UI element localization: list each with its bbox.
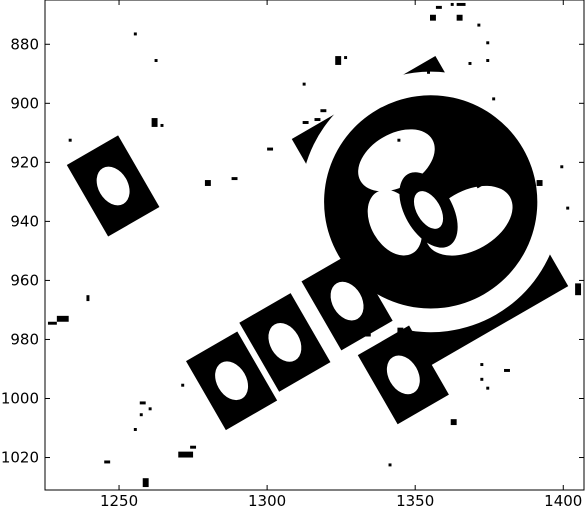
shape-hole (96, 166, 130, 206)
speck-54 (388, 463, 392, 467)
speck-6 (133, 32, 137, 36)
speck-29 (89, 168, 93, 172)
shape-hole (215, 361, 249, 401)
speck-21 (302, 121, 309, 124)
speck-0 (456, 2, 466, 6)
y-tick-label: 900 (10, 94, 39, 112)
speck-14 (302, 82, 306, 86)
x-axis: 1250 1300 1350 1400 (100, 0, 582, 510)
speck-38 (575, 283, 582, 296)
speck-55 (142, 478, 149, 488)
speck-44 (486, 386, 490, 390)
shape-0 (291, 56, 569, 370)
y-tick-label: 920 (10, 153, 39, 171)
speck-4 (430, 14, 436, 21)
speck-37 (47, 321, 57, 325)
shape-1 (66, 135, 160, 237)
y-tick-label: 960 (10, 271, 39, 289)
y-tick-label: 1020 (1, 449, 39, 467)
speck-33 (204, 180, 211, 186)
speck-34 (566, 206, 570, 210)
speck-7 (486, 41, 490, 45)
speck-49 (450, 419, 457, 426)
speck-13 (486, 59, 490, 62)
y-axis: 880 900 920 940 960 980 1000 1020 (1, 35, 584, 467)
shape-3 (239, 293, 331, 392)
plot-frame (44, 0, 585, 491)
shape-hole (330, 281, 364, 321)
x-tick-label: 1400 (544, 492, 582, 509)
x-tick-label: 1250 (100, 492, 138, 509)
speck-35 (86, 295, 90, 302)
speck-39 (397, 327, 404, 334)
speck-53 (104, 460, 111, 464)
speck-15 (492, 97, 496, 101)
x-tick-label: 1350 (396, 492, 434, 509)
speck-8 (154, 59, 158, 62)
shape-5 (357, 325, 449, 425)
speck-18 (314, 118, 321, 122)
speck-5 (477, 23, 481, 27)
speck-16 (438, 112, 442, 116)
shape-2 (301, 251, 393, 351)
y-tick-label: 1000 (1, 389, 39, 407)
speck-30 (231, 177, 238, 181)
speck-42 (181, 383, 185, 387)
speck-26 (267, 147, 274, 151)
speck-22 (68, 138, 72, 142)
y-tick-label: 980 (10, 330, 39, 348)
speck-28 (560, 165, 564, 169)
speck-40 (364, 333, 371, 337)
speck-12 (427, 70, 430, 74)
speck-24 (507, 135, 510, 139)
speck-17 (320, 109, 327, 113)
speck-11 (468, 61, 472, 65)
ring-tab (456, 143, 494, 189)
speck-51 (178, 451, 194, 458)
speck-20 (160, 123, 164, 127)
speck-25 (512, 138, 516, 142)
plot-area (45, 0, 584, 490)
speck-47 (148, 407, 152, 411)
speck-1 (450, 2, 454, 6)
speck-41 (480, 363, 484, 367)
speck-48 (139, 413, 143, 417)
speck-36 (56, 315, 69, 322)
speck-43 (480, 377, 484, 381)
y-tick-label: 880 (10, 35, 39, 53)
speck-45 (504, 368, 510, 372)
shape-hole (386, 355, 420, 395)
speck-27 (397, 138, 401, 142)
speck-9 (335, 56, 342, 65)
x-tick-label: 1300 (248, 492, 286, 509)
speck-2 (435, 5, 442, 9)
speck-52 (190, 445, 197, 449)
ring-core-hole (413, 191, 444, 229)
shape-hole (268, 323, 302, 362)
speck-10 (344, 56, 348, 60)
shape-4 (186, 331, 278, 431)
speck-23 (438, 138, 442, 142)
speck-46 (139, 401, 146, 405)
speck-3 (456, 14, 463, 21)
speck-32 (536, 180, 543, 186)
speck-31 (353, 177, 356, 181)
speck-50 (133, 428, 137, 431)
y-tick-label: 940 (10, 212, 39, 230)
speck-19 (151, 118, 158, 127)
